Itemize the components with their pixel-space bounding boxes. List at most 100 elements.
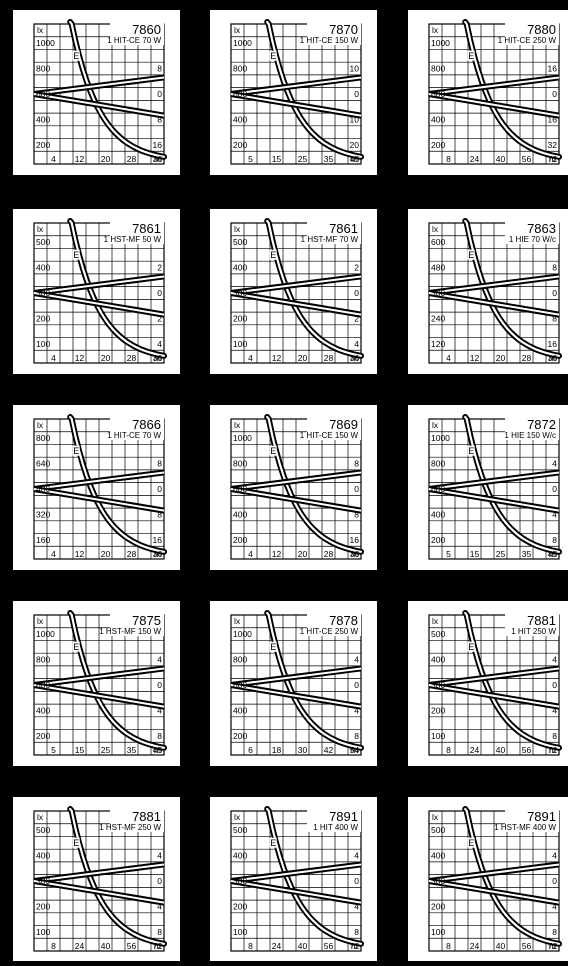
beam-upper-line [230, 667, 362, 686]
x-tick-label: 28 [127, 549, 137, 559]
y-tick-label: 300 [36, 876, 50, 886]
x-unit-label: m [154, 549, 161, 559]
y-tick-label: 600 [431, 89, 445, 99]
x-tick-label: 15 [272, 154, 282, 164]
y-unit-label: lx [432, 812, 439, 822]
chart-subtitle: 1 HST-MF 70 W [301, 235, 359, 244]
beam-lower-line [428, 292, 560, 316]
right-tick-label: 32 [548, 140, 558, 150]
y-tick-label: 120 [431, 339, 445, 349]
right-tick-label: 0 [354, 876, 359, 886]
chart-title: 7861 [132, 221, 161, 236]
x-unit-label: m [351, 745, 358, 755]
e-label: E [468, 446, 474, 456]
e-label-box [72, 50, 80, 61]
beam-upper-line [428, 275, 560, 294]
right-tick-label: 8 [552, 927, 557, 937]
x-tick-label: 24 [470, 941, 480, 951]
beam-lower-line [230, 684, 362, 708]
x-tick-label: 4 [248, 353, 253, 363]
x-tick-label: 8 [446, 745, 451, 755]
x-tick-label: 4 [51, 353, 56, 363]
y-unit-label: lx [432, 420, 439, 430]
chart-title: 7880 [527, 22, 556, 37]
chart-title: 7881 [527, 613, 556, 628]
title-box [505, 418, 559, 440]
illuminance-curve [266, 20, 363, 158]
beam-lower-line [428, 488, 560, 512]
e-label: E [73, 838, 79, 848]
beam-lower-line [33, 488, 165, 512]
chart-title: 7891 [329, 809, 358, 824]
x-tick-label: 36 [350, 549, 360, 559]
y-tick-label: 400 [233, 114, 247, 124]
x-unit-label: m [549, 941, 556, 951]
y-tick-label: 100 [431, 927, 445, 937]
right-tick-label: 0 [354, 288, 359, 298]
y-unit-label: lx [432, 224, 439, 234]
y-tick-label: 800 [233, 459, 247, 469]
right-tick-label: 16 [548, 64, 558, 74]
beam-lower-line [33, 684, 165, 708]
y-unit-label: lx [234, 224, 241, 234]
y-tick-label: 600 [233, 89, 247, 99]
e-label: E [468, 250, 474, 260]
illuminance-curve [266, 415, 363, 553]
y-tick-label: 600 [431, 237, 445, 247]
x-tick-label: 12 [272, 549, 282, 559]
x-tick-label: 4 [51, 549, 56, 559]
x-tick-label: 15 [75, 745, 85, 755]
e-label-box [269, 445, 277, 456]
y-tick-label: 160 [36, 535, 50, 545]
y-tick-label: 1000 [431, 38, 450, 48]
y-tick-label: 100 [431, 731, 445, 741]
x-tick-label: 40 [496, 154, 506, 164]
chart-title: 7878 [329, 613, 358, 628]
y-tick-label: 200 [233, 731, 247, 741]
right-tick-label: 8 [552, 535, 557, 545]
x-tick-label: 72 [548, 154, 558, 164]
right-tick-label: 0 [552, 680, 557, 690]
y-tick-label: 300 [431, 876, 445, 886]
beam-upper-line [428, 471, 560, 490]
chart-title: 7863 [527, 221, 556, 236]
x-tick-label: 72 [548, 745, 558, 755]
title-box [307, 810, 361, 832]
e-label: E [270, 51, 276, 61]
x-tick-label: 24 [75, 941, 85, 951]
chart-title: 7881 [132, 809, 161, 824]
right-tick-label: 4 [157, 901, 162, 911]
right-tick-label: 8 [354, 731, 359, 741]
x-tick-label: 24 [470, 745, 480, 755]
x-tick-label: 12 [470, 353, 480, 363]
y-tick-label: 1000 [36, 38, 55, 48]
right-tick-label: 0 [354, 680, 359, 690]
x-tick-label: 42 [324, 745, 334, 755]
title-box [110, 614, 164, 636]
chart-subtitle: 1 HIT-CE 250 W [498, 36, 557, 45]
y-tick-label: 1000 [36, 629, 55, 639]
y-tick-label: 100 [233, 339, 247, 349]
x-tick-label: 18 [272, 745, 282, 755]
chart-subtitle: 1 HIE 70 W/c [509, 235, 556, 244]
right-tick-label: 4 [552, 705, 557, 715]
y-tick-label: 300 [431, 680, 445, 690]
chart-subtitle: 1 HIE 150 W/c [504, 431, 556, 440]
chart-title: 7870 [329, 22, 358, 37]
y-tick-label: 300 [233, 288, 247, 298]
e-label-box [467, 837, 475, 848]
illuminance-curve [266, 219, 363, 357]
chart-subtitle: 1 HIT-CE 70 W [107, 36, 161, 45]
y-tick-label: 600 [431, 484, 445, 494]
illuminance-curve [69, 807, 166, 945]
x-unit-label: m [351, 353, 358, 363]
right-tick-label: 8 [157, 114, 162, 124]
chart-subtitle: 1 HIT 250 W [511, 627, 556, 636]
y-tick-label: 400 [431, 851, 445, 861]
x-tick-label: 8 [51, 941, 56, 951]
right-tick-label: 8 [552, 263, 557, 273]
right-tick-label: 0 [157, 680, 162, 690]
